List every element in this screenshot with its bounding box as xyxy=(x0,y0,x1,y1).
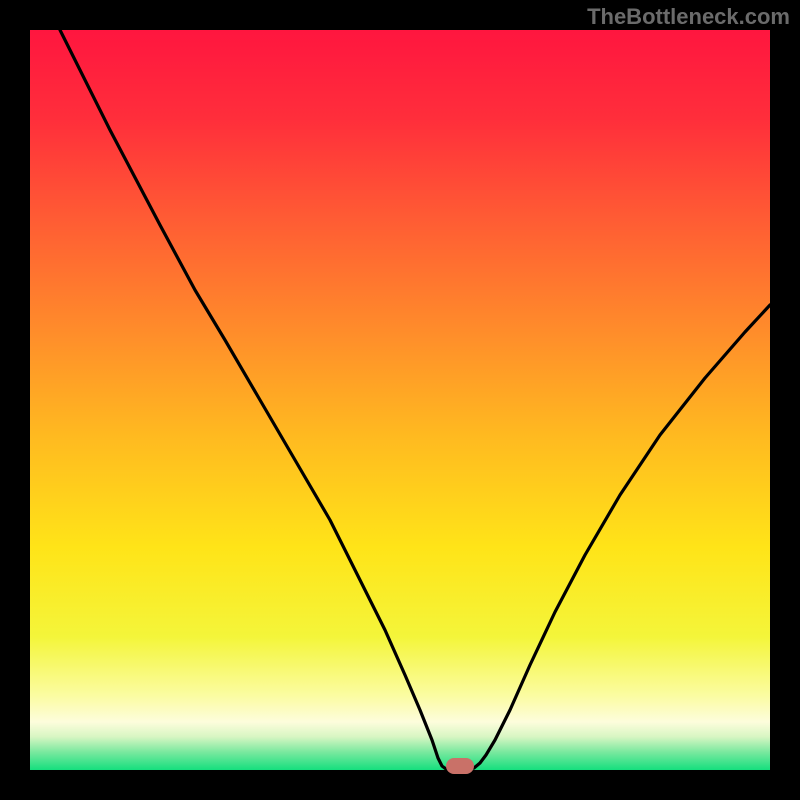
optimum-marker xyxy=(446,758,474,774)
watermark-text: TheBottleneck.com xyxy=(587,4,790,30)
chart-frame: TheBottleneck.com xyxy=(0,0,800,800)
chart-svg xyxy=(0,0,800,800)
plot-background xyxy=(30,30,770,770)
